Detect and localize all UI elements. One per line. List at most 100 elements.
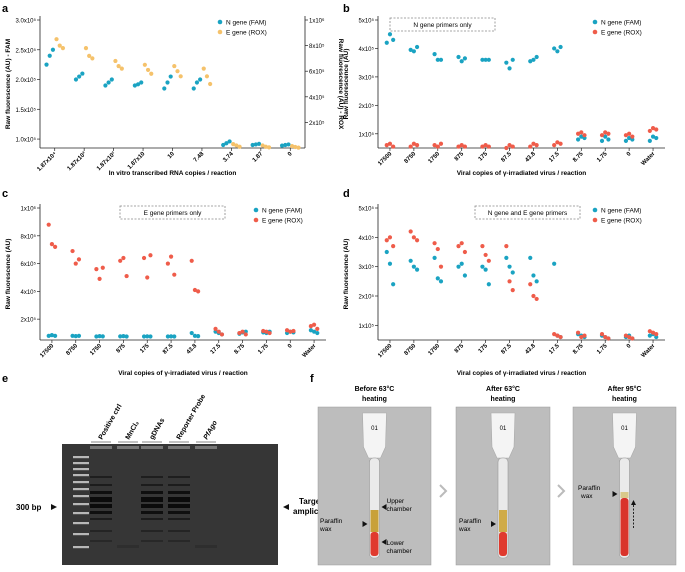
data-point (172, 334, 177, 339)
chart-d: 1x10⁵ 2x10⁵ 3x10⁵ 4x10⁵ 5x10⁵ Raw fluorescenc… (343, 204, 665, 377)
data-point (44, 62, 49, 67)
chevron-right-icon (557, 484, 566, 498)
data-point (135, 82, 141, 87)
data-point (267, 330, 272, 336)
gel-band (141, 530, 163, 532)
data-point (124, 334, 129, 339)
data-point (87, 53, 92, 58)
data-point (46, 222, 51, 227)
photo-title-line1: After 95°C (608, 385, 642, 393)
gel-well (117, 446, 139, 449)
data-point (192, 333, 198, 338)
annotation-box (119, 205, 226, 220)
gel-band (90, 540, 112, 542)
data-point (234, 143, 239, 148)
data-point (531, 57, 536, 62)
data-point (53, 244, 58, 250)
legend-label: E gene (ROX) (601, 218, 642, 225)
data-point (552, 46, 557, 51)
data-point (534, 296, 539, 302)
chart-c: 2x10⁵ 4x10⁵ 6x10⁵ 8x10⁵ 1x10⁶ Raw fluorescenc… (5, 204, 326, 377)
data-point (462, 273, 468, 278)
data-point (315, 330, 320, 336)
y-right-tick-label: 8x10⁵ (309, 43, 325, 50)
paraffin-label: Paraffin (320, 518, 343, 525)
data-point (196, 334, 201, 339)
x-tick-label: 175 (139, 343, 151, 355)
x-tick-label: 43.8 (524, 151, 537, 164)
x-tick-label: 10 (167, 151, 176, 160)
data-point (504, 244, 509, 249)
data-point (534, 143, 539, 148)
y-tick-label: 2.0x10⁵ (15, 77, 36, 84)
data-point (80, 71, 85, 76)
data-point (124, 273, 129, 279)
x-tick-label: 175 (478, 343, 490, 355)
data-point (250, 142, 255, 148)
legend-marker (253, 207, 259, 213)
x-tick-label: 1.87 (252, 151, 265, 164)
data-point (438, 57, 444, 62)
data-point (647, 329, 652, 334)
data-point (435, 144, 440, 149)
data-point (510, 144, 515, 149)
data-point (279, 143, 285, 148)
data-point (603, 334, 608, 340)
tube-photos-panel: Before 63°Cheating01ParaffinwaxUppercham… (317, 385, 677, 566)
data-point (627, 334, 632, 340)
data-point (654, 334, 659, 340)
data-point (504, 60, 509, 65)
data-point (459, 261, 464, 266)
data-point (263, 144, 268, 149)
data-point (116, 63, 121, 69)
data-point (291, 328, 296, 334)
data-point (414, 143, 420, 148)
gel-well (195, 446, 217, 449)
annotation-text: N gene and E gene primers (488, 210, 568, 217)
data-point (438, 141, 444, 146)
y-tick-label: 8x10⁵ (21, 233, 37, 240)
data-point (97, 276, 102, 281)
data-point (311, 322, 317, 327)
data-point (558, 44, 563, 50)
target-label-line2: amplicons (293, 507, 333, 516)
gel-band (141, 540, 163, 542)
data-point (438, 279, 444, 284)
target-arrow-icon (283, 504, 289, 510)
data-point (76, 257, 82, 262)
data-point (411, 264, 416, 269)
data-point (208, 81, 213, 87)
data-point (73, 261, 78, 266)
data-point (118, 334, 123, 339)
legend-label: E gene (ROX) (226, 30, 267, 37)
data-point (53, 333, 58, 338)
panel-label-b: b (343, 3, 350, 15)
data-point (311, 329, 317, 334)
pointer-icon (612, 491, 618, 497)
y-tick-label: 3x10⁵ (359, 264, 375, 271)
pointer-icon (381, 504, 387, 510)
x-tick-label: 87.5 (500, 151, 513, 164)
x-tick-label: 1.75 (257, 343, 270, 356)
gel-band (90, 497, 112, 502)
data-point (438, 264, 444, 269)
legend-label: N gene (FAM) (601, 20, 641, 27)
gel-band (168, 504, 190, 508)
y-tick-label: 1x10⁶ (21, 206, 37, 213)
data-point (486, 282, 491, 287)
y-tick-label: 1.5x10⁵ (15, 107, 36, 114)
lower-chamber-label-2: chamber (387, 548, 413, 555)
data-point (191, 86, 196, 91)
data-point (575, 330, 581, 335)
data-point (94, 267, 99, 272)
data-point (119, 66, 124, 71)
data-point (213, 326, 218, 331)
data-point (121, 334, 126, 339)
data-point (456, 144, 461, 149)
data-point (408, 258, 413, 263)
data-point (575, 131, 581, 136)
data-point (165, 334, 170, 339)
data-point (462, 56, 468, 61)
x-tick-label: 8.75 (233, 343, 246, 356)
gel-band (141, 511, 163, 514)
